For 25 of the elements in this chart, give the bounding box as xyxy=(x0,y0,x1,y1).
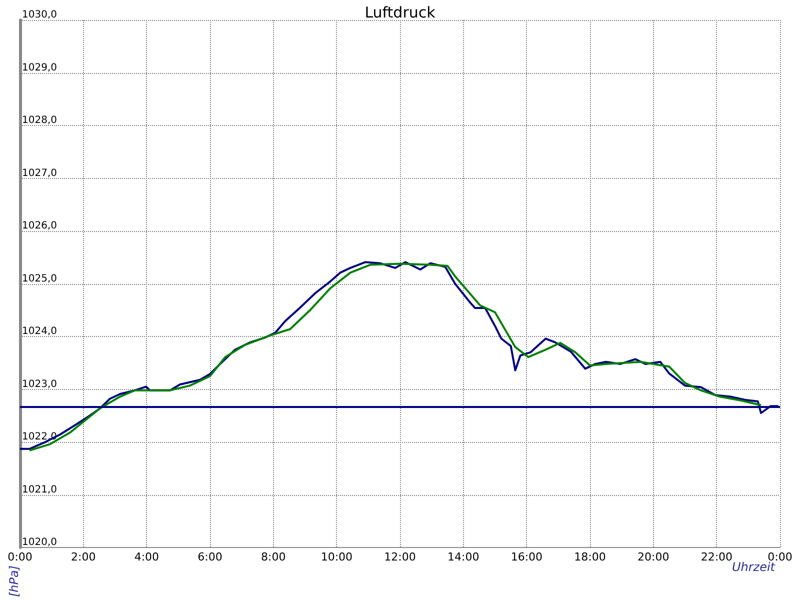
x-tick-label: 12:00 xyxy=(384,550,416,564)
y-tick-label: 1029,0 xyxy=(22,62,57,74)
y-tick-label: 1020,0 xyxy=(22,537,57,548)
x-tick-label: 14:00 xyxy=(447,550,480,564)
x-tick-label: 22:00 xyxy=(700,550,733,564)
x-tick-label: 2:00 xyxy=(70,550,96,564)
y-tick-label: 1028,0 xyxy=(22,115,57,126)
y-tick-label: 1023,0 xyxy=(22,378,57,390)
x-tick-label: 6:00 xyxy=(198,550,222,564)
y-tick-label: 1024,0 xyxy=(22,326,57,338)
x-tick-label: 16:00 xyxy=(510,550,543,564)
x-axis-title: Uhrzeit xyxy=(732,560,776,574)
x-tick-label: 18:00 xyxy=(574,550,606,564)
x-tick-label: 10:00 xyxy=(320,550,353,564)
x-tick-label: 4:00 xyxy=(134,550,160,564)
x-tick-label: 8:00 xyxy=(260,550,286,564)
x-tick-label: 0:00 xyxy=(8,550,32,564)
y-axis-title: [hPa] xyxy=(7,565,21,597)
y-tick-label: 1025,0 xyxy=(22,273,57,284)
chart-title: Luftdruck xyxy=(364,4,436,22)
y-tick-label: 1021,0 xyxy=(22,484,57,496)
y-tick-label: 1030,0 xyxy=(22,10,57,20)
y-tick-label: 1026,0 xyxy=(22,220,57,232)
y-tick-label: 1027,0 xyxy=(22,168,57,179)
x-tick-label: 20:00 xyxy=(637,550,670,564)
